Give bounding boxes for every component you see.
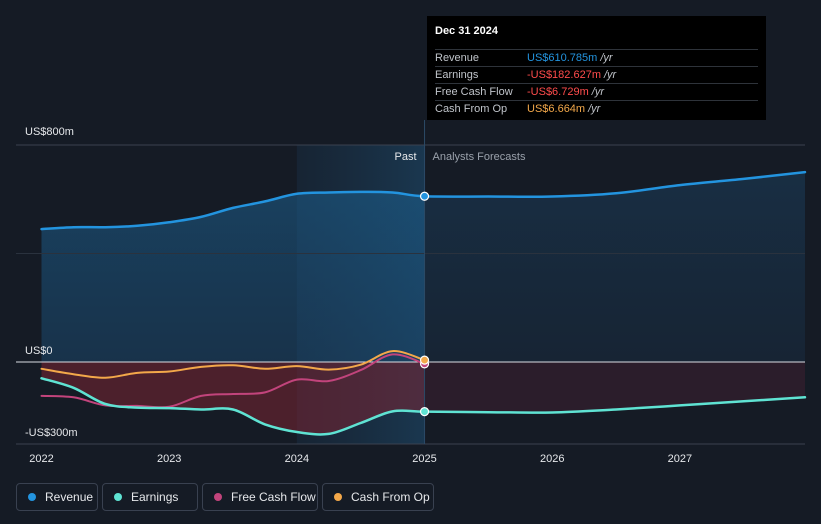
tooltip-value: -US$182.627m: [527, 69, 601, 81]
legend-label: Revenue: [45, 490, 94, 504]
y-tick-label: US$0: [25, 345, 53, 357]
x-tick-label: 2023: [157, 453, 181, 465]
legend-label: Cash From Op: [351, 490, 430, 504]
tooltip-value-cfo: US$6.664m/yr: [527, 103, 600, 115]
tooltip-value-earnings: -US$182.627m/yr: [527, 69, 616, 81]
legend-label: Free Cash Flow: [231, 490, 316, 504]
tooltip-date: Dec 31 2024: [435, 25, 498, 37]
y-tick-label: US$800m: [25, 126, 74, 138]
series-line-earnings: [40, 377, 807, 436]
legend-item-earnings[interactable]: Earnings: [102, 483, 198, 511]
tooltip-unit: /yr: [588, 103, 601, 115]
marker-cash-from-op: [419, 355, 430, 365]
series-line-revenue: [40, 170, 807, 231]
legend-item-revenue[interactable]: Revenue: [16, 483, 98, 511]
tooltip-unit: /yr: [591, 86, 604, 98]
x-tick-label: 2024: [285, 453, 309, 465]
x-tick-label: 2025: [412, 453, 436, 465]
marker-earnings: [419, 407, 430, 417]
legend-item-free-cash-flow[interactable]: Free Cash Flow: [202, 483, 318, 511]
tooltip-unit: /yr: [600, 52, 613, 64]
tooltip-row-fcf: Free Cash Flow -US$6.729m/yr: [435, 83, 758, 100]
tooltip: Dec 31 2024 Revenue US$610.785m/yr Earni…: [427, 16, 766, 120]
y-tick-label: -US$300m: [25, 427, 78, 439]
past-label: Past: [395, 151, 417, 163]
legend-dot-icon: [334, 493, 342, 501]
forecast-label: Analysts Forecasts: [433, 151, 526, 163]
legend-dot-icon: [114, 493, 122, 501]
tooltip-label: Free Cash Flow: [435, 86, 513, 98]
tooltip-value: -US$6.729m: [527, 86, 589, 98]
tooltip-label: Revenue: [435, 52, 480, 64]
legend-item-cash-from-op[interactable]: Cash From Op: [322, 483, 434, 511]
earnings-area-forecast: [424, 362, 805, 413]
x-tick-label: 2027: [668, 453, 692, 465]
tooltip-value: US$6.664m: [527, 103, 586, 115]
legend-dot-icon: [214, 493, 222, 501]
tooltip-value-revenue: US$610.785m/yr: [527, 52, 613, 64]
tooltip-label: Cash From Op: [435, 103, 508, 115]
tooltip-value: US$610.785m: [527, 52, 598, 64]
x-tick-label: 2022: [29, 453, 53, 465]
tooltip-row-earnings: Earnings -US$182.627m/yr: [435, 66, 758, 83]
series-line-free-cash-flow: [40, 353, 426, 409]
tooltip-row-revenue: Revenue US$610.785m/yr: [435, 49, 758, 66]
series-line-cash-from-op: [40, 350, 426, 379]
tooltip-value-fcf: -US$6.729m/yr: [527, 86, 604, 98]
revenue-area-forecast: [424, 172, 805, 362]
legend-dot-icon: [28, 493, 36, 501]
tooltip-unit: /yr: [604, 69, 617, 81]
revenue-area-past: [41, 191, 425, 362]
tooltip-row-cfo: Cash From Op US$6.664m/yr: [435, 100, 758, 117]
x-tick-label: 2026: [540, 453, 564, 465]
marker-revenue: [419, 191, 430, 201]
legend-label: Earnings: [131, 490, 179, 504]
tooltip-label: Earnings: [435, 69, 479, 81]
